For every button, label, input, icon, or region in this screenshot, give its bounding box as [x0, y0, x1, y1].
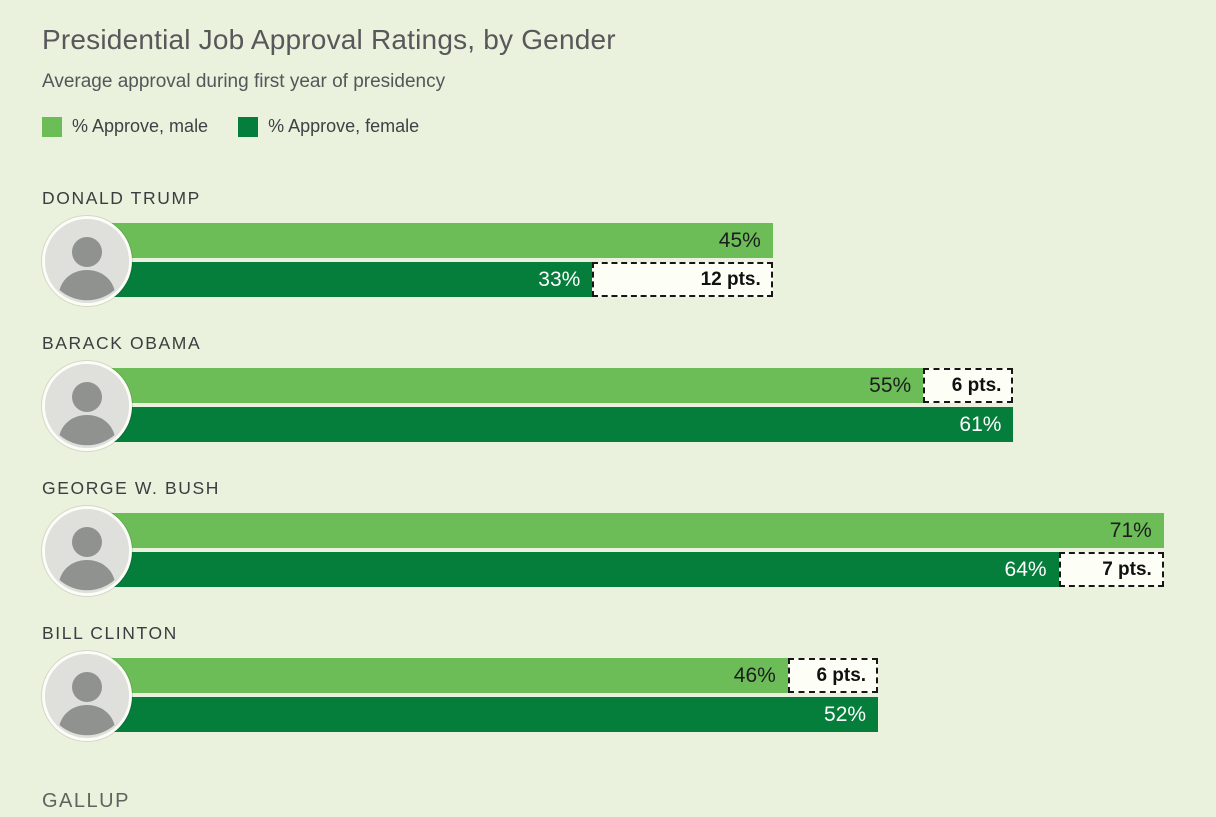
- gap-label: 12 pts.: [700, 268, 761, 290]
- gap-label: 6 pts.: [951, 374, 1002, 396]
- legend-label-female: % Approve, female: [268, 116, 420, 136]
- avatar-trump: [42, 216, 132, 306]
- bar-row-male: 45%: [96, 223, 1164, 258]
- legend-label-male: % Approve, male: [72, 116, 209, 136]
- bar-area: 71% 64% 7 pts.: [42, 506, 1164, 596]
- avatar-bush: [42, 506, 132, 596]
- male-swatch-icon: [42, 116, 62, 137]
- female-value-label: 64%: [1004, 558, 1047, 581]
- gap-label: 7 pts.: [1102, 558, 1152, 580]
- source-label: GALLUP: [42, 790, 130, 812]
- female-swatch-icon: [238, 116, 259, 137]
- female-value-label: 33%: [538, 268, 581, 291]
- gap-box: 12 pts.: [592, 262, 773, 297]
- president-name: BARACK OBAMA: [42, 333, 202, 353]
- president-name: GEORGE W. BUSH: [42, 478, 220, 498]
- bar-area: 46% 6 pts. 52%: [42, 651, 1164, 741]
- president-name: DONALD TRUMP: [42, 188, 201, 208]
- bar-row-male: 71%: [96, 513, 1164, 548]
- male-value-label: 46%: [733, 664, 776, 687]
- male-approval-bar: 55%: [96, 368, 924, 403]
- male-approval-bar: 45%: [96, 223, 773, 258]
- gap-box: 6 pts.: [923, 368, 1014, 403]
- president-name: BILL CLINTON: [42, 623, 178, 643]
- male-value-label: 55%: [869, 374, 912, 397]
- gap-box: 7 pts.: [1058, 552, 1164, 587]
- chart: DONALD TRUMP 45% 33% 12 pts. BARACK OBAMA 55%…: [42, 188, 1164, 741]
- legend-item-male: % Approve, male: [42, 116, 208, 137]
- female-value-label: 61%: [959, 413, 1002, 436]
- male-approval-bar: 46%: [96, 658, 788, 693]
- president-block: GEORGE W. BUSH 71% 64% 7 pts.: [42, 478, 1164, 596]
- legend-item-female: % Approve, female: [238, 116, 419, 137]
- male-approval-bar: 71%: [96, 513, 1164, 548]
- female-approval-bar: 64%: [96, 552, 1059, 587]
- female-approval-bar: 52%: [96, 697, 879, 732]
- female-approval-bar: 61%: [96, 407, 1014, 442]
- bar-area: 55% 6 pts. 61%: [42, 361, 1164, 451]
- female-value-label: 52%: [824, 703, 867, 726]
- female-approval-bar: 33%: [96, 262, 593, 297]
- page-subtitle: Average approval during first year of pr…: [42, 71, 446, 92]
- male-value-label: 71%: [1109, 519, 1152, 542]
- bar-row-female: 33% 12 pts.: [96, 262, 1164, 297]
- president-block: DONALD TRUMP 45% 33% 12 pts.: [42, 188, 1164, 306]
- page-title: Presidential Job Approval Ratings, by Ge…: [42, 24, 616, 55]
- bar-row-male: 55% 6 pts.: [96, 368, 1164, 403]
- bar-row-male: 46% 6 pts.: [96, 658, 1164, 693]
- president-block: BARACK OBAMA 55% 6 pts. 61%: [42, 333, 1164, 451]
- bar-area: 45% 33% 12 pts.: [42, 216, 1164, 306]
- avatar-obama: [42, 361, 132, 451]
- bar-row-female: 61%: [96, 407, 1164, 442]
- gap-label: 6 pts.: [816, 664, 867, 686]
- bar-row-female: 52%: [96, 697, 1164, 732]
- male-value-label: 45%: [718, 229, 761, 252]
- legend: % Approve, male % Approve, female: [42, 116, 1164, 137]
- gap-box: 6 pts.: [787, 658, 879, 693]
- avatar-clinton: [42, 651, 132, 741]
- president-block: BILL CLINTON 46% 6 pts. 52%: [42, 623, 1164, 741]
- bar-row-female: 64% 7 pts.: [96, 552, 1164, 587]
